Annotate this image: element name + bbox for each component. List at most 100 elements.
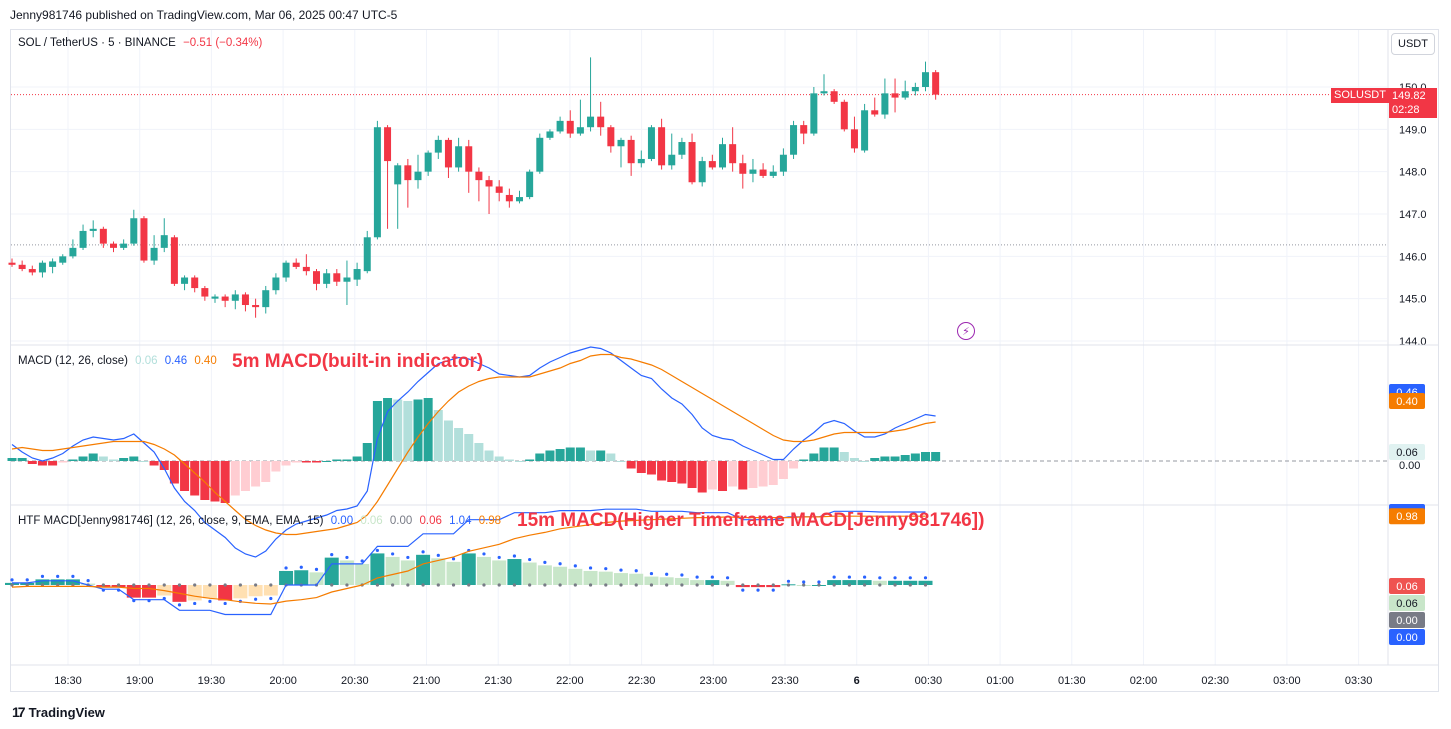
htf-zero-dot <box>436 583 440 587</box>
htf-signal-dot <box>817 580 821 584</box>
htf-signal-dot <box>451 557 456 561</box>
macd-line <box>11 346 936 558</box>
htf-histogram-bar <box>705 580 720 585</box>
candle-body <box>911 87 919 92</box>
htf-histogram-bar <box>50 579 65 585</box>
candle-body <box>861 110 869 151</box>
time-tick-label: 18:30 <box>54 675 82 687</box>
htf-legend-v4: 1.04 <box>449 515 472 527</box>
macd-histogram-bar <box>291 461 301 463</box>
htf-histogram-bar <box>614 573 628 585</box>
macd-histogram-bar <box>545 450 555 461</box>
macd-zero-tick: 0.00 <box>1399 460 1420 472</box>
macd-histogram-bar <box>139 461 149 462</box>
candle-body <box>191 277 199 289</box>
htf-zero-dot <box>802 583 806 587</box>
macd-histogram-bar <box>535 453 545 461</box>
macd-histogram-bar <box>504 459 514 461</box>
tradingview-footer[interactable]: 17 TradingView <box>12 704 105 720</box>
candle-body <box>840 101 848 130</box>
candle-body <box>49 261 57 267</box>
candle-body <box>455 146 463 168</box>
time-tick-label: 19:30 <box>198 675 226 687</box>
htf-zero-dot <box>254 583 258 587</box>
symbol-label[interactable]: SOL / TetherUS · 5 · BINANCE <box>18 37 176 49</box>
macd-histogram-bar <box>910 453 920 461</box>
macd-histogram-bar <box>251 461 261 487</box>
macd-histogram-bar <box>921 452 930 461</box>
candle-body <box>160 235 168 248</box>
macd-histogram-bar <box>109 459 118 461</box>
macd-histogram-bar <box>159 461 169 470</box>
htf-histogram-bar <box>872 580 887 585</box>
htf-zero-dot <box>330 583 334 587</box>
candle-body <box>556 120 564 132</box>
candle-body <box>769 171 777 176</box>
candle-body <box>404 165 412 181</box>
candle-body <box>241 294 249 306</box>
htf-zero-dot <box>619 583 623 587</box>
htf-zero-dot <box>756 583 760 587</box>
htf-zero-dot <box>588 583 593 587</box>
htf-histogram-bar <box>720 580 735 585</box>
htf-zero-dot <box>923 583 928 587</box>
candle-body <box>658 127 666 166</box>
candle-body <box>59 256 67 263</box>
candle-body <box>627 139 635 164</box>
time-tick-label: 01:00 <box>986 675 1014 687</box>
candle-body <box>708 161 716 168</box>
candle-body <box>38 262 46 273</box>
htf-signal-dot <box>360 559 364 563</box>
htf-histogram-bar <box>842 580 857 585</box>
htf-signal-line <box>11 515 926 605</box>
macd-legend-name[interactable]: MACD (12, 26, close) <box>18 355 128 367</box>
macd-histogram-bar <box>37 461 47 466</box>
htf-signal-axis-tag: 0.98 <box>1396 511 1417 523</box>
candle-body <box>871 110 879 115</box>
price-tick-label: 144.0 <box>1399 336 1427 348</box>
htf-signal-dot <box>299 565 303 569</box>
candle-body <box>576 127 584 134</box>
candle-body <box>282 262 290 278</box>
candle-body <box>28 269 36 273</box>
htf-histogram-bar <box>446 561 461 585</box>
htf-zero-dot <box>832 583 836 587</box>
time-tick-label: 00:30 <box>915 675 943 687</box>
main-legend: SOL / TetherUS · 5 · BINANCE −0.51 (−0.3… <box>18 37 266 49</box>
htf-histogram-bar <box>507 559 522 585</box>
macd-histogram-bar <box>149 461 159 466</box>
htf-signal-dot <box>421 550 425 554</box>
htf-zero-dot <box>391 583 395 587</box>
candle-body <box>637 158 645 164</box>
htf-histogram-bar <box>142 585 157 598</box>
lightning-icon[interactable]: ⚡ <box>957 322 975 340</box>
macd-histogram-bar <box>626 461 636 469</box>
htf-histogram-bar <box>309 572 324 585</box>
htf-histogram-bar <box>355 563 370 585</box>
macd-histogram-bar <box>707 461 717 490</box>
candle-body <box>719 144 726 168</box>
time-tick-label: 6 <box>854 675 860 687</box>
macd-histogram-bar <box>362 443 372 461</box>
currency-button[interactable]: USDT <box>1391 33 1435 55</box>
macd-histogram-bar <box>220 461 230 503</box>
candle-body <box>394 165 402 185</box>
time-tick-label: 21:30 <box>484 675 512 687</box>
price-tick-label: 149.0 <box>1399 124 1427 136</box>
candle-body <box>932 72 940 95</box>
macd-histogram-bar <box>525 459 535 461</box>
htf-signal-dot <box>436 553 440 557</box>
htf-signal-dot <box>391 552 395 556</box>
macd-histogram-bar <box>230 461 240 496</box>
candle-body <box>292 262 300 267</box>
htf-zero-dot <box>101 583 105 587</box>
candle-body <box>8 262 16 265</box>
candle-body <box>99 228 107 244</box>
htf-zero-dot <box>177 583 182 587</box>
htf-legend-name[interactable]: HTF MACD[Jenny981746] (12, 26, close, 9,… <box>18 515 324 527</box>
htf-zero-dot <box>725 583 730 587</box>
macd-histogram-bar <box>383 398 393 461</box>
htf-histogram-bar <box>431 558 446 585</box>
macd-legend-signal: 0.40 <box>194 355 217 367</box>
